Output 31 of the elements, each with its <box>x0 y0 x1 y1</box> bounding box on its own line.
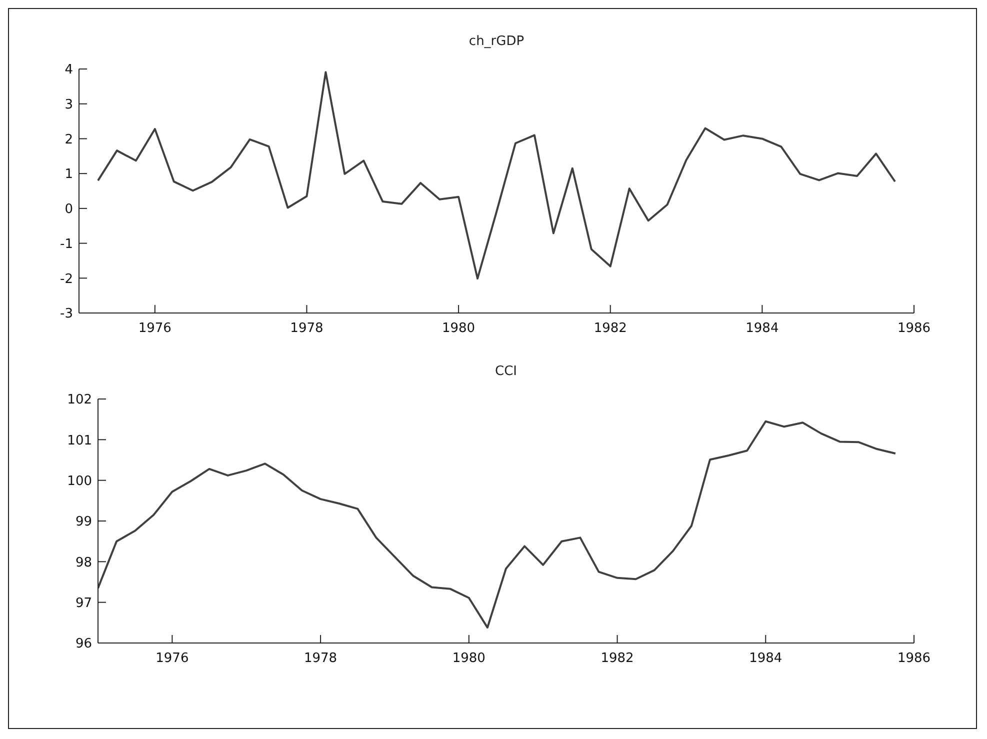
x-tick-label: 1986 <box>897 321 931 336</box>
x-tick-label: 1984 <box>749 651 782 666</box>
x-tick-label: 1980 <box>442 321 476 336</box>
line-series <box>96 71 896 280</box>
y-tick-label: 101 <box>67 433 92 448</box>
y-tick-label: 0 <box>64 202 73 218</box>
y-tick-label: 3 <box>64 97 73 112</box>
y-tick-label: -1 <box>60 236 73 252</box>
y-tick-label: 4 <box>64 62 73 78</box>
x-tick-label: 1982 <box>594 321 627 336</box>
y-tick-label: -2 <box>60 272 73 287</box>
line-series <box>98 420 896 629</box>
y-tick-label: 102 <box>67 392 92 408</box>
x-tick-label: 1976 <box>156 651 189 666</box>
y-tick-label: 99 <box>75 514 92 530</box>
y-tick-label: 97 <box>75 596 92 611</box>
y-tick-label: -3 <box>60 306 73 322</box>
y-tick-label: 2 <box>64 132 73 148</box>
y-tick-label: 96 <box>75 636 92 652</box>
chart-title: CCI <box>495 364 517 379</box>
x-tick-label: 1978 <box>304 651 338 666</box>
x-tick-label: 1976 <box>138 321 172 336</box>
chart-title: ch_rGDP <box>468 34 524 49</box>
y-tick-label: 100 <box>67 474 92 489</box>
x-tick-label: 1980 <box>452 651 486 666</box>
x-tick-label: 1978 <box>290 321 324 336</box>
y-tick-label: 98 <box>75 555 92 570</box>
x-tick-label: 1986 <box>897 651 931 666</box>
x-tick-label: 1984 <box>746 321 779 336</box>
x-tick-label: 1982 <box>600 651 634 666</box>
y-tick-label: 1 <box>64 167 73 182</box>
